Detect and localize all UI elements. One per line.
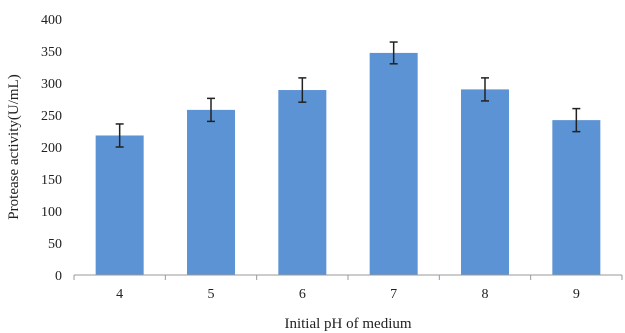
y-tick-label: 50: [48, 237, 62, 252]
y-tick-label: 250: [41, 109, 62, 124]
x-tick-label: 6: [299, 287, 306, 302]
x-tick-label: 8: [482, 287, 489, 302]
bar: [552, 120, 601, 276]
error-bars: [115, 41, 581, 148]
y-tick-label: 100: [41, 205, 62, 220]
bar: [369, 52, 418, 275]
bar: [278, 90, 327, 275]
y-tick-label: 200: [41, 141, 62, 156]
x-tick-label: 7: [390, 287, 397, 302]
y-tick-label: 0: [55, 269, 62, 284]
y-tick-label: 350: [41, 45, 62, 60]
y-tick-label: 150: [41, 173, 62, 188]
x-axis-title: Initial pH of medium: [284, 316, 411, 332]
x-axis-ticks: 4 5 6 7 8 9: [73, 275, 623, 302]
bar: [461, 89, 509, 276]
x-tick-label: 9: [573, 287, 580, 302]
x-tick-label: 4: [116, 287, 123, 302]
bar: [95, 135, 144, 275]
y-tick-label: 400: [41, 13, 62, 28]
bars: [95, 52, 601, 276]
y-axis-title: Protease activity(U/mL): [6, 74, 22, 219]
y-axis-ticks: 0 50 100 150 200 250 300 350 400: [41, 13, 62, 284]
y-tick-label: 300: [41, 77, 62, 92]
x-tick-label: 5: [208, 287, 215, 302]
bar: [187, 109, 235, 275]
